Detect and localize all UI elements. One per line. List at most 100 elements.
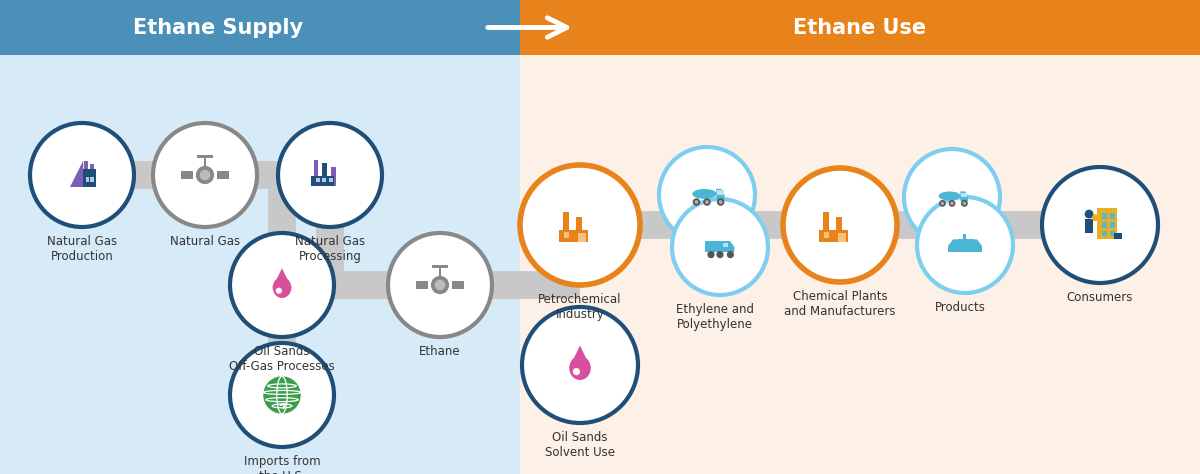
Circle shape — [278, 123, 382, 227]
Circle shape — [692, 198, 700, 206]
Bar — [217, 171, 229, 179]
Bar — [331, 167, 336, 186]
Text: Natural Gas
Processing: Natural Gas Processing — [295, 235, 365, 263]
Bar — [432, 265, 449, 268]
Circle shape — [1042, 167, 1158, 283]
Circle shape — [940, 200, 946, 207]
Circle shape — [784, 168, 898, 282]
Bar — [1102, 213, 1106, 219]
Bar — [0, 0, 520, 55]
Ellipse shape — [938, 191, 961, 201]
Circle shape — [695, 200, 698, 204]
Text: Natural Gas
Production: Natural Gas Production — [47, 235, 118, 263]
Bar — [520, 0, 1200, 474]
Bar — [0, 0, 520, 474]
Bar — [835, 217, 842, 239]
Bar — [838, 233, 846, 242]
Polygon shape — [722, 241, 734, 252]
Bar — [1086, 219, 1093, 233]
Circle shape — [522, 307, 638, 423]
Circle shape — [230, 343, 334, 447]
Circle shape — [949, 200, 955, 207]
Circle shape — [199, 170, 210, 180]
Bar — [197, 155, 214, 158]
Circle shape — [388, 233, 492, 337]
Polygon shape — [272, 268, 292, 288]
Bar — [718, 190, 724, 195]
Circle shape — [719, 200, 722, 204]
Bar — [452, 281, 464, 289]
Bar — [1110, 231, 1115, 237]
Bar — [1098, 208, 1117, 239]
Bar — [964, 234, 966, 238]
Bar — [1110, 222, 1115, 228]
Bar — [563, 212, 569, 239]
Circle shape — [904, 149, 1000, 245]
Bar — [313, 160, 318, 186]
Circle shape — [263, 376, 301, 414]
Circle shape — [672, 199, 768, 295]
Ellipse shape — [692, 189, 716, 199]
Circle shape — [708, 251, 715, 258]
Text: Products: Products — [935, 301, 985, 314]
Polygon shape — [1115, 233, 1122, 239]
Bar — [577, 233, 586, 242]
Circle shape — [706, 200, 709, 204]
Circle shape — [961, 200, 967, 207]
Circle shape — [1092, 214, 1099, 221]
Bar — [181, 171, 193, 179]
Polygon shape — [960, 191, 968, 201]
Ellipse shape — [569, 356, 590, 380]
Circle shape — [434, 280, 445, 290]
Circle shape — [572, 368, 580, 375]
Bar — [961, 192, 967, 197]
Circle shape — [659, 147, 755, 243]
Circle shape — [716, 251, 724, 258]
Circle shape — [154, 123, 257, 227]
Circle shape — [30, 123, 134, 227]
Bar — [323, 178, 326, 182]
Circle shape — [1085, 210, 1093, 219]
Bar — [84, 161, 88, 169]
Bar — [438, 267, 442, 276]
Polygon shape — [948, 239, 982, 252]
Bar — [329, 178, 332, 182]
Bar — [722, 243, 728, 246]
Bar — [90, 177, 94, 182]
Circle shape — [917, 197, 1013, 293]
Bar — [1102, 231, 1106, 237]
Ellipse shape — [272, 277, 292, 298]
Circle shape — [941, 201, 944, 205]
Bar — [559, 230, 588, 242]
Polygon shape — [70, 161, 83, 187]
Text: Ethane Use: Ethane Use — [793, 18, 926, 37]
Circle shape — [727, 251, 734, 258]
Circle shape — [716, 198, 725, 206]
Text: Petrochemical
Industry: Petrochemical Industry — [539, 293, 622, 321]
Bar — [576, 217, 582, 239]
Text: Imports from
the U.S.: Imports from the U.S. — [244, 455, 320, 474]
Text: Ethane: Ethane — [419, 345, 461, 358]
Text: Consumers: Consumers — [1067, 291, 1133, 304]
Text: Ethane Supply: Ethane Supply — [133, 18, 304, 37]
Bar — [85, 177, 89, 182]
Bar — [323, 163, 328, 186]
Bar — [1110, 213, 1115, 219]
Circle shape — [962, 201, 966, 205]
Bar — [416, 281, 428, 289]
Bar — [204, 157, 206, 166]
Text: Chemical Plants
and Manufacturers: Chemical Plants and Manufacturers — [785, 290, 895, 318]
Circle shape — [520, 165, 640, 285]
Polygon shape — [569, 346, 590, 368]
Circle shape — [950, 201, 954, 205]
Text: Oil Sands
Off-Gas Processes: Oil Sands Off-Gas Processes — [229, 345, 335, 373]
Bar — [90, 164, 94, 169]
Bar — [818, 230, 848, 242]
Circle shape — [703, 198, 710, 206]
Bar — [706, 241, 722, 252]
Circle shape — [431, 276, 449, 294]
Polygon shape — [716, 189, 725, 200]
Bar — [823, 232, 829, 237]
Bar — [311, 176, 335, 186]
Bar — [823, 212, 829, 239]
